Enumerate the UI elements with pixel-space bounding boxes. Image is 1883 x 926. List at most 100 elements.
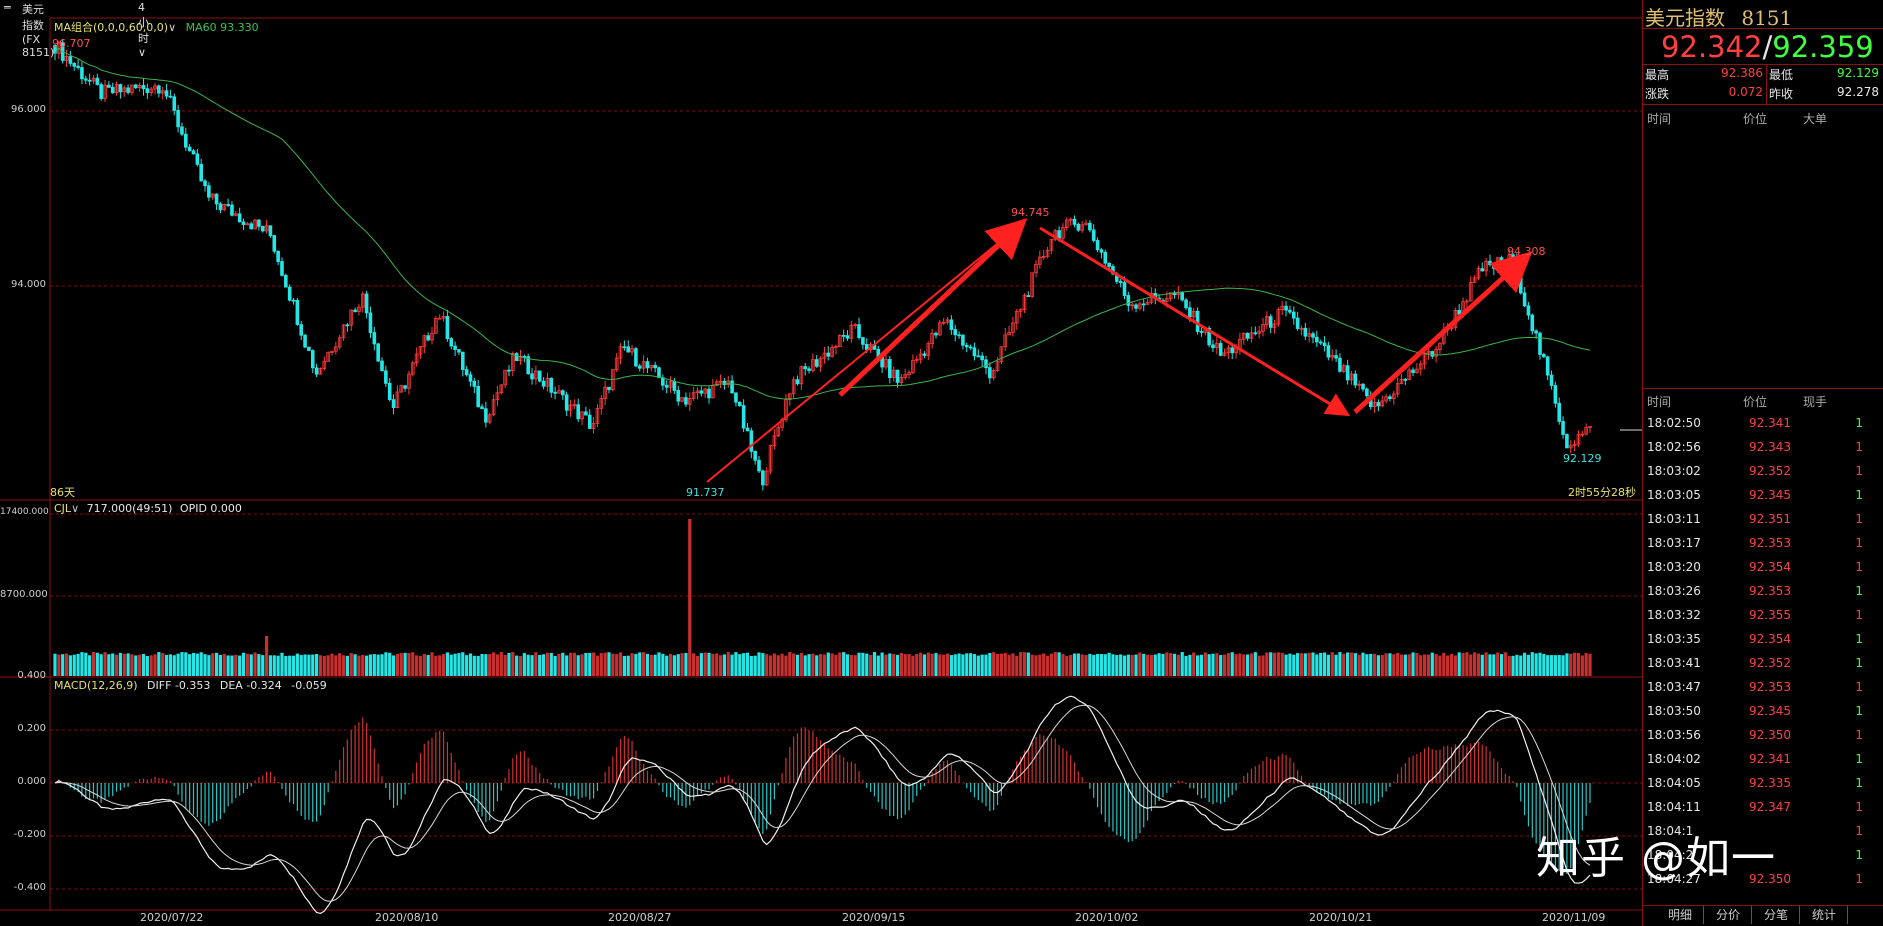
trade-row[interactable]: 18:04:11 92.347 1 [1643, 797, 1883, 821]
candle-body [276, 250, 280, 262]
period-selector[interactable]: 4小时∨ [138, 1, 155, 59]
trade-row[interactable]: 18:03:32 92.355 1 [1643, 605, 1883, 629]
candle-body [1388, 396, 1392, 400]
tab-tick[interactable]: 分笔 [1753, 906, 1800, 924]
candle-body [384, 370, 388, 384]
chart-canvas[interactable] [0, 0, 1642, 926]
macd-indicator-label[interactable]: MACD(12,26,9) DIFF -0.353 DEA -0.324 -0.… [54, 679, 327, 692]
volume-bar [1061, 654, 1065, 676]
volume-bar [776, 655, 780, 676]
volume-bar [1095, 653, 1100, 676]
candle-body [1041, 255, 1046, 258]
candle-body [541, 380, 546, 387]
trade-row[interactable]: 18:03:47 92.353 1 [1643, 677, 1883, 701]
candle-body [730, 380, 734, 394]
candle-body [811, 359, 815, 371]
low-label: 最低 [1769, 68, 1794, 82]
candle-body [1107, 262, 1111, 267]
trade-row[interactable]: 18:03:11 92.351 1 [1643, 509, 1883, 533]
volume-bar [603, 652, 607, 676]
volume-bar [95, 652, 99, 676]
volume-bar [230, 655, 234, 676]
trade-qty: 1 [1855, 584, 1863, 598]
candle-body [391, 399, 396, 409]
tab-price-split[interactable]: 分价 [1705, 906, 1752, 924]
trade-qty: 1 [1855, 776, 1863, 790]
volume-bar [1207, 654, 1211, 676]
volume-bar [541, 654, 546, 676]
candle-body [1099, 249, 1104, 253]
volume-bar [1392, 654, 1396, 676]
trade-row[interactable]: 18:03:20 92.354 1 [1643, 557, 1883, 581]
trade-row[interactable]: 18:03:41 92.352 1 [1643, 653, 1883, 677]
trade-row[interactable]: 18:04:27 92.350 1 [1643, 869, 1883, 893]
volume-bar [1115, 654, 1119, 676]
trade-row[interactable]: 18:03:35 92.354 1 [1643, 629, 1883, 653]
symbol-title[interactable]: 美元指数(FX 8151) [22, 3, 55, 59]
candle-body [484, 408, 488, 423]
trade-row[interactable]: 18:03:26 92.353 1 [1643, 581, 1883, 605]
candle-body [745, 427, 750, 432]
candle-body [441, 315, 446, 319]
volume-bar [734, 652, 738, 676]
trade-time: 18:03:02 [1647, 464, 1701, 478]
candle-body [988, 367, 992, 379]
trade-qty: 1 [1855, 488, 1863, 502]
candle-body [495, 392, 500, 401]
candle-body [764, 470, 769, 486]
candle-body [1549, 374, 1554, 386]
candle-body [372, 332, 377, 345]
trade-row[interactable]: 18:03:50 92.345 1 [1643, 701, 1883, 725]
tab-detail[interactable]: 明细 [1657, 906, 1704, 924]
trade-row[interactable]: 18:04:1 1 [1643, 821, 1883, 845]
trade-row[interactable]: 18:03:56 92.350 1 [1643, 725, 1883, 749]
menu-icon[interactable]: ═ [4, 1, 11, 14]
candle-body [57, 42, 61, 54]
candle-body [1018, 309, 1023, 312]
candle-body [653, 364, 657, 369]
vol-y-tick-mid: 8700.000 [0, 589, 48, 600]
candle-body [1345, 365, 1350, 381]
trade-time: 18:03:11 [1647, 512, 1701, 526]
volume-bar [1469, 654, 1473, 676]
volume-bar [188, 654, 192, 676]
volume-bar [1465, 652, 1469, 676]
candle-body [414, 353, 419, 364]
volume-bar [1549, 655, 1554, 676]
volume-bar [926, 652, 930, 676]
volume-bar [626, 655, 630, 676]
volume-bar [145, 655, 149, 676]
trade-row[interactable]: 18:04:02 92.341 1 [1643, 749, 1883, 773]
trade-row[interactable]: 18:02:50 92.341 1 [1643, 413, 1883, 437]
candle-body [968, 346, 973, 349]
trade-row[interactable]: 18:03:02 92.352 1 [1643, 461, 1883, 485]
candle-body [314, 367, 319, 375]
volume-indicator-label[interactable]: CJL∨ 717.000(49:51) OPID 0.000 [54, 502, 242, 515]
tab-stats[interactable]: 统计 [1801, 906, 1848, 924]
trade-row[interactable]: 18:03:05 92.345 1 [1643, 485, 1883, 509]
trade-row[interactable]: 18:04:2 1 [1643, 845, 1883, 869]
volume-bar [141, 654, 146, 676]
volume-bar [976, 655, 980, 676]
volume-bar [1065, 655, 1069, 676]
candle-body [403, 385, 407, 389]
trade-row[interactable]: 18:02:56 92.343 1 [1643, 437, 1883, 461]
volume-bar [1503, 652, 1507, 676]
candle-body [899, 377, 904, 383]
trade-price: 92.353 [1749, 584, 1791, 598]
trade-row[interactable]: 18:04:05 92.335 1 [1643, 773, 1883, 797]
volume-bar [865, 653, 869, 676]
candle-body [795, 379, 800, 385]
volume-bar [572, 652, 576, 676]
candle-body [776, 426, 781, 437]
ma-indicator-label[interactable]: MA组合(0,0,0,60,0,0)∨ MA60 93.330 [54, 19, 259, 35]
volume-bar [457, 653, 461, 676]
volume-bar [76, 653, 80, 676]
trade-price: 92.347 [1749, 800, 1791, 814]
volume-bar [942, 654, 946, 676]
volume-bar [588, 652, 592, 676]
candle-body [1095, 240, 1100, 251]
candle-body [1272, 323, 1277, 328]
trade-row[interactable]: 18:03:17 92.353 1 [1643, 533, 1883, 557]
candle-body [226, 204, 230, 206]
